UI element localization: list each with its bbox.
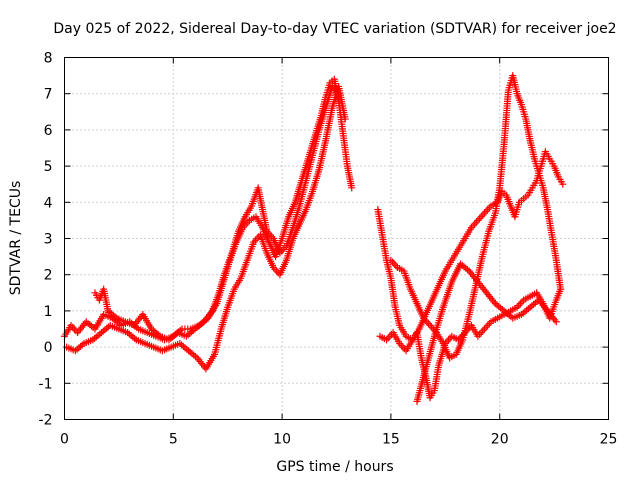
x-tick-label: 5 (169, 432, 178, 448)
data-point (479, 211, 487, 219)
data-point (426, 321, 434, 329)
y-tick-label: 3 (44, 232, 53, 248)
y-tick-label: 6 (44, 123, 53, 139)
y-tick-label: 0 (44, 340, 53, 356)
data-point (471, 220, 479, 228)
x-tick-label: 20 (491, 432, 509, 448)
data-point (390, 260, 398, 268)
x-tick-label: 25 (600, 432, 618, 448)
x-tick-label: 0 (60, 432, 69, 448)
chart-title: Day 025 of 2022, Sidereal Day-to-day VTE… (53, 21, 616, 37)
data-point (70, 325, 78, 333)
data-point (559, 180, 567, 188)
plot-frame (64, 57, 609, 420)
data-point (384, 334, 392, 342)
data-point (477, 329, 485, 337)
data-point (446, 334, 454, 342)
data-point (484, 321, 492, 329)
data-point (479, 327, 487, 335)
data-point (482, 323, 490, 331)
y-tick-label: 5 (44, 159, 53, 175)
data-point (516, 300, 524, 308)
y-tick-label: 4 (44, 195, 53, 211)
data-point (253, 235, 261, 242)
y-axis-label: SDTVAR / TECUs (8, 181, 24, 296)
data-point (480, 325, 488, 333)
y-tick-label: -2 (39, 413, 53, 429)
data-point (480, 209, 488, 217)
y-tick-label: 2 (44, 268, 53, 284)
data-point (557, 285, 565, 293)
data-point (482, 207, 490, 215)
data-points (61, 72, 567, 405)
data-point (335, 90, 343, 98)
y-tick-label: 8 (44, 51, 53, 67)
data-point (399, 343, 407, 351)
data-point (476, 215, 484, 223)
y-tick-label: -1 (39, 376, 53, 392)
data-point (348, 184, 356, 192)
x-tick-label: 10 (273, 432, 291, 448)
tick-labels: -2 -1 0 1 2 3 4 5 6 7 8 0 5 10 15 20 25 (39, 51, 618, 448)
x-axis-label: GPS time / hours (276, 459, 393, 475)
y-tick-label: 7 (44, 87, 53, 103)
data-point (484, 206, 492, 214)
data-point (477, 213, 485, 221)
y-tick-label: 1 (44, 304, 53, 320)
data-point (472, 218, 480, 226)
x-tick-label: 15 (382, 432, 400, 448)
data-point (474, 216, 482, 224)
data-point (341, 115, 349, 123)
grid (64, 57, 609, 420)
data-point (552, 318, 560, 326)
